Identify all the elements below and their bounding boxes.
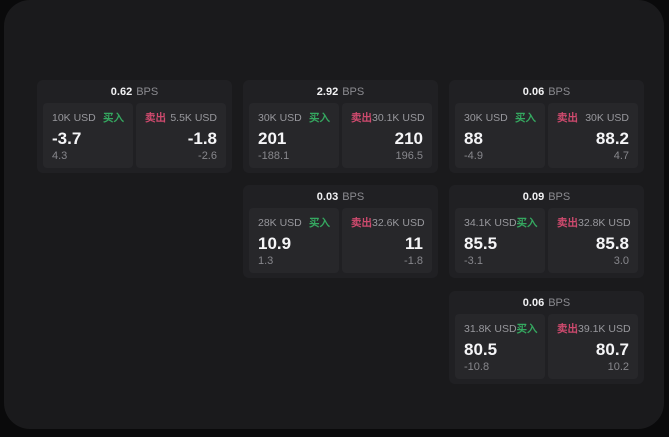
sell-notional: 5.5K USD	[170, 111, 217, 124]
bps-header: 0.09 BPS	[449, 185, 644, 208]
sell-notional: 32.6K USD	[372, 216, 425, 229]
sell-delta: 4.7	[613, 150, 629, 162]
sell-notional: 39.1K USD	[578, 322, 631, 335]
buy-notional: 30K USD	[464, 111, 508, 124]
buy-price: 85.5	[464, 233, 498, 253]
bps-value: 0.06	[522, 296, 545, 309]
sell-price: 88.2	[595, 128, 629, 148]
buy-price: 201	[258, 128, 287, 148]
bps-value: 0.62	[110, 85, 133, 98]
buy-label: 买入	[309, 217, 330, 229]
quote-body: 28K USD 买入 10.9 1.3 卖出 32.6K USD 11 -1.8	[243, 208, 438, 278]
buy-price: 10.9	[258, 233, 292, 253]
bps-unit: BPS	[548, 296, 571, 309]
bps-unit: BPS	[136, 85, 159, 98]
buy-notional: 30K USD	[258, 111, 302, 124]
sell-price: -1.8	[187, 128, 217, 148]
buy-delta: -3.1	[464, 255, 483, 267]
bps-value: 0.03	[316, 190, 339, 203]
bps-unit: BPS	[548, 190, 571, 203]
bps-value: 0.06	[522, 85, 545, 98]
buy-panel[interactable]: 31.8K USD 买入 80.5 -10.8	[455, 314, 545, 379]
sell-notional: 32.8K USD	[578, 216, 631, 229]
sell-delta: -1.8	[404, 255, 423, 267]
buy-delta: 4.3	[52, 150, 68, 162]
buy-notional: 10K USD	[52, 111, 96, 124]
buy-notional: 31.8K USD	[464, 322, 517, 335]
quote-card: 0.06 BPS 31.8K USD 买入 80.5 -10.8 卖出 39.1…	[449, 291, 644, 384]
sell-panel[interactable]: 卖出 39.1K USD 80.7 10.2	[548, 314, 638, 379]
quote-card: 2.92 BPS 30K USD 买入 201 -188.1 卖出 30.1K …	[243, 80, 438, 173]
buy-panel[interactable]: 30K USD 买入 201 -188.1	[249, 103, 339, 168]
quote-card: 0.03 BPS 28K USD 买入 10.9 1.3 卖出 32.6K US…	[243, 185, 438, 278]
quote-body: 10K USD 买入 -3.7 4.3 卖出 5.5K USD -1.8 -2.…	[37, 103, 232, 173]
buy-label: 买入	[309, 112, 330, 124]
bps-value: 2.92	[316, 85, 339, 98]
buy-price: -3.7	[52, 128, 82, 148]
quote-body: 31.8K USD 买入 80.5 -10.8 卖出 39.1K USD 80.…	[449, 314, 644, 384]
buy-label: 买入	[103, 112, 124, 124]
buy-price: 80.5	[464, 339, 498, 359]
sell-label: 卖出	[145, 112, 166, 124]
bps-header: 0.62 BPS	[37, 80, 232, 103]
bps-header: 2.92 BPS	[243, 80, 438, 103]
sell-delta: 10.2	[607, 361, 629, 373]
buy-delta: 1.3	[258, 255, 274, 267]
sell-label: 卖出	[351, 217, 372, 229]
quote-card: 0.62 BPS 10K USD 买入 -3.7 4.3 卖出 5.5K USD	[37, 80, 232, 173]
buy-delta: -4.9	[464, 150, 483, 162]
bps-unit: BPS	[342, 85, 365, 98]
bps-unit: BPS	[548, 85, 571, 98]
sell-price: 85.8	[595, 233, 629, 253]
quote-body: 34.1K USD 买入 85.5 -3.1 卖出 32.8K USD 85.8…	[449, 208, 644, 278]
bps-header: 0.03 BPS	[243, 185, 438, 208]
quote-body: 30K USD 买入 88 -4.9 卖出 30K USD 88.2 4.7	[449, 103, 644, 173]
quote-card: 0.09 BPS 34.1K USD 买入 85.5 -3.1 卖出 32.8K…	[449, 185, 644, 278]
sell-price: 80.7	[595, 339, 629, 359]
buy-label: 买入	[516, 323, 538, 335]
sell-delta: 3.0	[613, 255, 629, 267]
sell-label: 卖出	[557, 323, 578, 335]
buy-delta: -188.1	[258, 150, 290, 162]
sell-panel[interactable]: 卖出 32.6K USD 11 -1.8	[342, 208, 432, 273]
buy-delta: -10.8	[464, 361, 490, 373]
buy-label: 买入	[515, 112, 536, 124]
buy-panel[interactable]: 30K USD 买入 88 -4.9	[455, 103, 545, 168]
quote-card: 0.06 BPS 30K USD 买入 88 -4.9 卖出 30K USD	[449, 80, 644, 173]
buy-notional: 28K USD	[258, 216, 302, 229]
sell-label: 卖出	[557, 112, 578, 124]
sell-panel[interactable]: 卖出 32.8K USD 85.8 3.0	[548, 208, 638, 273]
sell-delta: -2.6	[198, 150, 217, 162]
sell-label: 卖出	[351, 112, 372, 124]
buy-panel[interactable]: 28K USD 买入 10.9 1.3	[249, 208, 339, 273]
bps-header: 0.06 BPS	[449, 80, 644, 103]
sell-price: 11	[405, 233, 423, 253]
sell-panel[interactable]: 卖出 30.1K USD 210 196.5	[342, 103, 432, 168]
sell-notional: 30K USD	[585, 111, 629, 124]
buy-panel[interactable]: 10K USD 买入 -3.7 4.3	[43, 103, 133, 168]
sell-price: 210	[394, 128, 423, 148]
sell-panel[interactable]: 卖出 5.5K USD -1.8 -2.6	[136, 103, 226, 168]
buy-label: 买入	[516, 217, 538, 229]
bps-unit: BPS	[342, 190, 365, 203]
buy-panel[interactable]: 34.1K USD 买入 85.5 -3.1	[455, 208, 545, 273]
buy-price: 88	[464, 128, 483, 148]
sell-panel[interactable]: 卖出 30K USD 88.2 4.7	[548, 103, 638, 168]
bps-value: 0.09	[522, 190, 545, 203]
bps-header: 0.06 BPS	[449, 291, 644, 314]
buy-notional: 34.1K USD	[464, 216, 517, 229]
quotes-dashboard-panel: 0.62 BPS 10K USD 买入 -3.7 4.3 卖出 5.5K USD	[4, 0, 664, 429]
quote-body: 30K USD 买入 201 -188.1 卖出 30.1K USD 210 1…	[243, 103, 438, 173]
sell-delta: 196.5	[395, 150, 423, 162]
sell-label: 卖出	[557, 217, 578, 229]
sell-notional: 30.1K USD	[372, 111, 425, 124]
